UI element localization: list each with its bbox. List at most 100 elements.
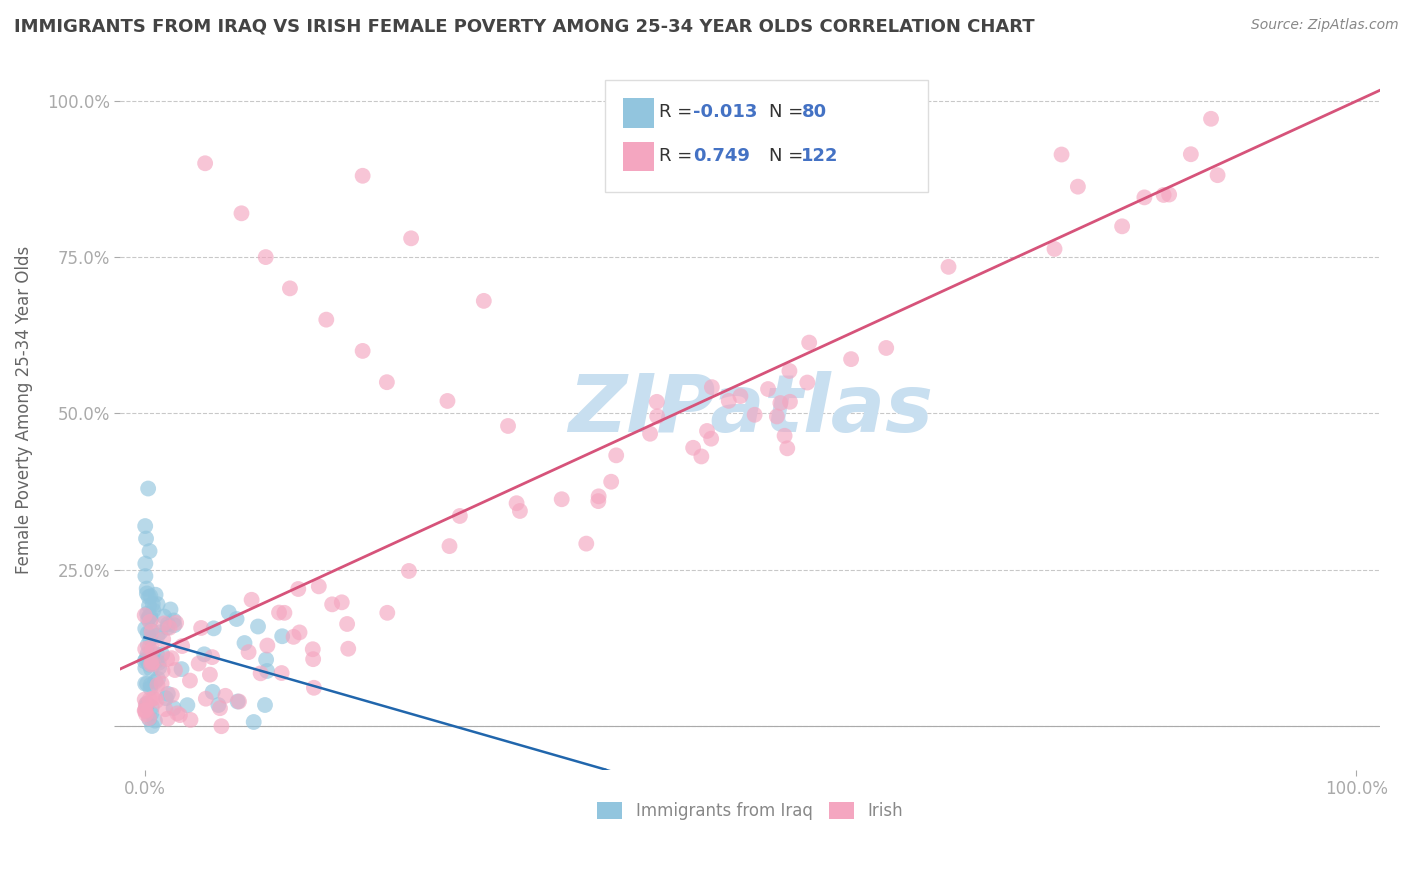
Point (717, 393, 740, 408)
Point (141, 624, 163, 638)
Point (159, 621, 181, 635)
Point (146, 629, 169, 643)
Point (150, 676, 173, 690)
Y-axis label: Female Poverty Among 25-34 Year Olds: Female Poverty Among 25-34 Year Olds (15, 246, 32, 574)
Text: -0.013: -0.013 (693, 103, 758, 121)
Point (375, 375, 398, 389)
Point (135, 697, 157, 711)
Point (267, 606, 290, 620)
Point (839, 352, 862, 367)
Point (141, 700, 163, 714)
Text: 0.749: 0.749 (693, 147, 749, 165)
Point (330, 595, 353, 609)
Point (214, 689, 236, 703)
Point (769, 396, 792, 410)
Point (201, 650, 224, 665)
Point (169, 708, 191, 723)
Point (142, 691, 165, 706)
Point (302, 652, 325, 666)
Point (156, 687, 179, 701)
Point (139, 678, 162, 692)
Point (145, 690, 167, 705)
Point (240, 592, 263, 607)
Point (436, 394, 458, 409)
Point (139, 632, 162, 646)
Point (187, 657, 209, 671)
Point (136, 482, 159, 496)
Point (588, 489, 610, 503)
Point (138, 544, 160, 558)
Point (138, 692, 160, 706)
Point (249, 666, 271, 681)
Point (375, 606, 398, 620)
Point (1153, 188, 1175, 202)
Point (682, 441, 704, 455)
Point (231, 206, 253, 220)
Point (176, 698, 198, 713)
Point (336, 617, 359, 632)
Point (143, 674, 166, 689)
Point (776, 442, 799, 456)
Point (141, 624, 163, 639)
Point (134, 654, 156, 668)
Point (156, 652, 179, 666)
Point (308, 579, 330, 593)
Point (1067, 179, 1090, 194)
Point (139, 662, 162, 676)
Point (134, 569, 156, 583)
Point (208, 701, 231, 715)
Point (270, 666, 292, 681)
Point (156, 712, 179, 726)
Point (135, 532, 157, 546)
Point (141, 719, 163, 733)
Point (254, 250, 277, 264)
Point (166, 706, 188, 721)
Point (135, 704, 157, 718)
Point (638, 426, 661, 441)
Point (875, 341, 897, 355)
Point (139, 681, 162, 695)
Point (398, 564, 420, 578)
Point (449, 508, 471, 523)
Text: 80: 80 (801, 103, 827, 121)
Point (218, 606, 240, 620)
Point (301, 642, 323, 657)
Point (198, 667, 221, 681)
Point (170, 662, 193, 676)
Point (1111, 219, 1133, 234)
Point (134, 661, 156, 675)
Point (135, 586, 157, 600)
Point (700, 432, 723, 446)
Point (136, 677, 159, 691)
Point (337, 641, 360, 656)
Point (1206, 168, 1229, 182)
Point (139, 615, 162, 629)
Point (766, 409, 789, 424)
Point (179, 713, 201, 727)
Point (645, 395, 668, 409)
Point (509, 504, 531, 518)
Point (600, 475, 623, 489)
Point (799, 335, 821, 350)
Point (135, 707, 157, 722)
Point (278, 281, 301, 295)
Legend: Immigrants from Iraq, Irish: Immigrants from Iraq, Irish (591, 795, 910, 826)
Point (146, 672, 169, 686)
Point (302, 681, 325, 695)
Point (190, 621, 212, 635)
Point (287, 582, 309, 596)
Point (352, 169, 374, 183)
Point (193, 648, 215, 662)
Point (209, 719, 232, 733)
Point (226, 694, 249, 708)
Point (645, 409, 668, 424)
Point (796, 376, 818, 390)
Point (150, 648, 173, 662)
Text: N =: N = (769, 147, 808, 165)
Point (136, 638, 159, 652)
Point (138, 590, 160, 604)
Point (247, 619, 270, 633)
Point (399, 231, 422, 245)
Point (134, 642, 156, 657)
Point (152, 632, 174, 647)
